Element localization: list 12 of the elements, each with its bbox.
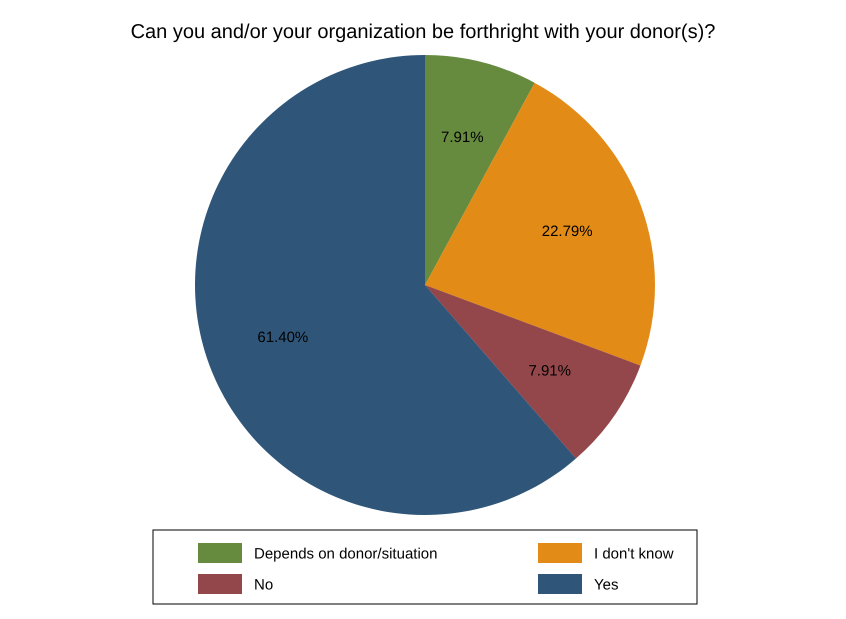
data-label: 7.91%: [441, 128, 484, 146]
legend-label: Depends on donor/situation: [254, 546, 438, 562]
pie-slice: [425, 55, 535, 285]
data-label: 7.91%: [528, 362, 572, 380]
data-label: 22.79%: [542, 222, 593, 240]
pie-slice: [425, 82, 655, 366]
legend-label: No: [254, 576, 274, 594]
pie-slice: [425, 285, 640, 459]
chart-title: Can you and/or your organization be forthright with your donor(s)?: [130, 21, 716, 43]
data-label: 61.40%: [257, 329, 308, 346]
legend-label: Yes: [594, 576, 618, 594]
legend-label: I don't know: [594, 546, 674, 562]
